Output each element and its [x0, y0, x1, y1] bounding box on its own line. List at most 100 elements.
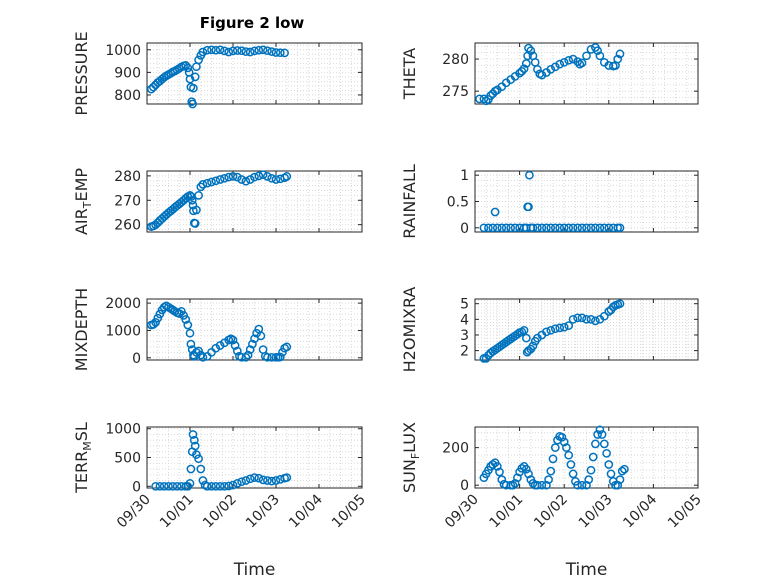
data-point — [604, 307, 614, 316]
data-point — [544, 475, 553, 484]
data-point — [615, 49, 625, 59]
data-point — [186, 464, 196, 474]
data-point — [230, 341, 240, 350]
data-point — [190, 219, 200, 228]
data-point — [568, 54, 578, 64]
data-point — [196, 182, 206, 192]
data-point — [282, 342, 292, 352]
data-point — [533, 64, 542, 74]
y-tick-label: 280 — [114, 169, 141, 185]
data-point — [188, 430, 198, 439]
y-axis-label: PRESSURE — [72, 31, 91, 115]
data-point — [519, 64, 529, 74]
data-point — [557, 432, 567, 442]
data-point — [271, 175, 281, 184]
y-tick-label: 0 — [132, 351, 141, 367]
data-point — [202, 45, 212, 55]
data-point — [550, 223, 560, 233]
data-point — [492, 462, 502, 471]
data-point — [174, 309, 184, 318]
axes-box — [146, 170, 363, 233]
data-point — [617, 466, 627, 476]
data-point — [215, 341, 225, 350]
data-point — [599, 223, 609, 233]
data-point — [194, 191, 203, 200]
data-point — [207, 481, 216, 491]
data-point — [519, 325, 529, 335]
data-point — [185, 74, 195, 84]
data-point — [245, 47, 255, 57]
data-point — [546, 223, 556, 233]
data-point — [241, 47, 251, 56]
data-point — [515, 68, 524, 78]
y-tick-label: 275 — [442, 84, 469, 100]
data-point — [546, 64, 556, 74]
data-point — [577, 223, 587, 233]
data-point — [506, 223, 516, 233]
y-tick-label: 900 — [114, 65, 141, 81]
data-point — [513, 329, 522, 339]
subplot-3: 260 270 280 AIRTEMP — [72, 168, 363, 235]
data-point — [215, 45, 225, 55]
data-point — [582, 480, 591, 490]
data-point — [241, 352, 251, 362]
data-point — [613, 54, 623, 64]
data-point — [550, 443, 560, 452]
data-point — [550, 324, 560, 334]
data-point — [228, 46, 238, 56]
y-tick-label: 2 — [460, 344, 469, 360]
data-point — [263, 172, 272, 181]
data-point — [267, 173, 277, 183]
data-point — [533, 480, 542, 490]
data-point — [245, 474, 255, 484]
data-point — [525, 170, 534, 180]
data-point — [267, 476, 277, 486]
data-point — [194, 454, 203, 464]
data-point — [215, 175, 225, 184]
data-point — [568, 314, 578, 324]
data-point — [168, 481, 178, 491]
data-point — [533, 223, 542, 233]
y-tick-label: 1000 — [105, 323, 141, 339]
data-point — [599, 311, 609, 321]
data-point — [597, 430, 607, 439]
data-point — [149, 82, 158, 92]
y-tick-label: 1000 — [105, 43, 141, 59]
data-point — [159, 481, 169, 491]
data-point — [537, 223, 547, 233]
y-axis-label: RAINFALL — [400, 164, 419, 239]
y-tick-label: 200 — [442, 441, 469, 457]
data-point — [196, 464, 206, 474]
y-tick-label: 0 — [460, 478, 469, 494]
data-point — [181, 61, 191, 70]
data-point — [211, 176, 221, 186]
y-tick-label: 260 — [114, 218, 141, 234]
data-point — [562, 443, 571, 452]
data-point — [254, 473, 264, 483]
data-point — [586, 223, 596, 233]
data-point — [155, 481, 165, 491]
data-point — [497, 475, 507, 484]
data-point — [183, 63, 193, 73]
data-point — [151, 481, 160, 491]
data-point — [490, 207, 500, 217]
data-point — [220, 481, 229, 491]
data-point — [211, 481, 221, 491]
data-point — [271, 476, 281, 485]
data-point — [232, 479, 242, 488]
data-point — [228, 335, 238, 345]
data-point — [232, 46, 242, 55]
y-tick-label: 2000 — [105, 296, 141, 312]
data-point — [510, 223, 520, 233]
data-point — [275, 48, 285, 58]
data-point — [582, 314, 591, 324]
data-point — [521, 464, 531, 474]
axes-box — [146, 42, 363, 105]
data-point — [228, 480, 238, 490]
data-point — [220, 338, 229, 348]
data-point — [228, 172, 238, 181]
data-point — [151, 317, 160, 327]
data-point — [537, 70, 547, 80]
data-point — [577, 58, 587, 68]
